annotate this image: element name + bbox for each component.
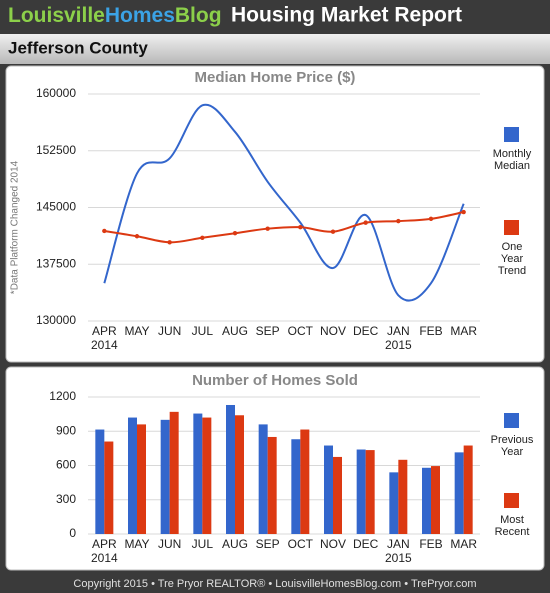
bar (398, 459, 408, 534)
x-tick-label: MAR (450, 324, 477, 338)
point (200, 235, 205, 240)
y-tick-label: 137500 (36, 256, 76, 270)
x-tick-label: JAN 2015 (384, 324, 412, 352)
point (330, 229, 336, 234)
x-tick-label: MAY (124, 324, 150, 338)
subtitle-bar (0, 34, 550, 64)
bar (333, 456, 342, 534)
x-tick-label: JUN (157, 537, 182, 551)
line (103, 103, 465, 302)
y-tick-label: 900 (56, 423, 76, 437)
bar (389, 472, 399, 534)
bar (104, 441, 114, 534)
legend-label: Most Recent (494, 514, 530, 538)
legend-label: Previous Year (490, 434, 534, 458)
y-tick-label: 1200 (49, 389, 76, 403)
point (363, 220, 368, 225)
x-tick-label: AUG (221, 324, 249, 338)
legend-swatch (504, 413, 519, 428)
bar (356, 449, 366, 534)
x-tick-label: FEB (419, 324, 443, 338)
x-tick-label: JUL (191, 324, 213, 338)
x-tick-label: JUN (157, 324, 182, 338)
x-tick-label: AUG (221, 537, 249, 551)
brand-part: Homes (105, 4, 175, 27)
bar (160, 419, 170, 534)
point (396, 218, 401, 224)
y-tick-label: 152500 (36, 143, 76, 157)
y-tick-label: 160000 (36, 86, 76, 100)
x-tick-label: MAR (450, 537, 477, 551)
bar (95, 429, 105, 534)
bar (235, 415, 244, 534)
subtitle: Jefferson County (8, 38, 148, 57)
x-tick-label: APR 2014 (90, 537, 118, 565)
bar (267, 436, 277, 534)
bar (169, 411, 179, 534)
x-tick-label: SEP (255, 537, 280, 551)
brand-part: Blog (175, 4, 222, 27)
y-tick-label: 600 (56, 458, 76, 472)
bar (128, 417, 137, 534)
bar (324, 445, 333, 534)
chart-title: Median Home Price ($) (195, 69, 356, 86)
x-tick-label: JUL (191, 537, 213, 551)
x-tick-label: DEC (352, 324, 379, 338)
point (102, 228, 107, 234)
bar (226, 404, 235, 534)
line (104, 211, 464, 244)
footer: Copyright 2015 • Tre Pryor REALTOR® • Lo… (73, 578, 476, 590)
brand: LouisvilleHomesBlog (8, 4, 222, 27)
legend-label: One Year Trend (497, 241, 527, 277)
point (134, 234, 140, 239)
x-tick-label: MAY (124, 537, 150, 551)
bar (431, 466, 440, 534)
x-tick-label: JAN 2015 (384, 537, 412, 565)
chart-title: Number of Homes Sold (192, 372, 358, 389)
point (428, 216, 434, 222)
bar (193, 413, 203, 534)
legend-swatch (504, 127, 519, 142)
bar (422, 467, 431, 534)
y-tick-label: 130000 (36, 313, 76, 327)
point (461, 209, 466, 215)
y-tick-label: 145000 (36, 200, 76, 214)
x-tick-label: SEP (255, 324, 280, 338)
point (265, 226, 270, 231)
report-title: Housing Market Report (231, 4, 462, 27)
x-tick-label: OCT (287, 324, 313, 338)
panel (5, 65, 545, 363)
x-tick-label: NOV (319, 537, 347, 551)
x-tick-label: APR 2014 (90, 324, 118, 352)
legend-swatch (504, 220, 519, 235)
bar (137, 424, 146, 534)
bar (365, 450, 375, 534)
x-tick-label: OCT (287, 537, 313, 551)
x-tick-label: DEC (352, 537, 379, 551)
bar (291, 439, 301, 534)
point (167, 240, 172, 245)
x-tick-label: FEB (419, 537, 443, 551)
point (232, 231, 238, 236)
bar (300, 429, 310, 534)
y-tick-label: 0 (69, 526, 76, 540)
bar (202, 417, 212, 534)
bar (258, 424, 268, 534)
y-tick-label: 300 (56, 492, 76, 506)
bar (454, 452, 464, 534)
brand-part: Louisville (8, 4, 105, 27)
point (298, 224, 303, 230)
bar (463, 445, 473, 534)
y-axis-label: *Data Platform Changed 2014 (10, 160, 21, 294)
x-tick-label: NOV (319, 324, 347, 338)
legend-swatch (504, 493, 519, 508)
legend-label: Monthly Median (492, 148, 532, 172)
